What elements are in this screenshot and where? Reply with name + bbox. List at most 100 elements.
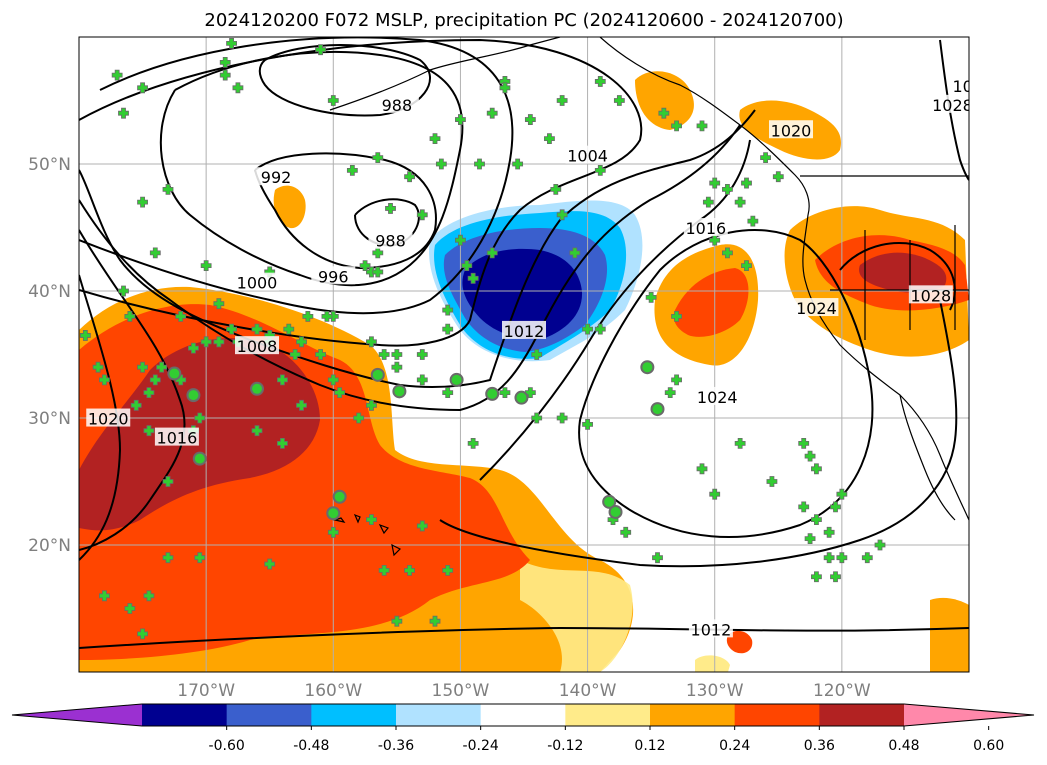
station-marker [861,552,873,564]
station-marker [378,565,390,576]
station-marker [277,374,288,386]
station-marker [734,196,746,208]
colorbar-tick-label: -0.24 [463,738,499,754]
grey-ring-marker [514,390,529,405]
station-marker [741,260,752,271]
station-marker [353,412,365,424]
station-marker [162,552,174,564]
station-marker [404,171,415,183]
isobar-label-bg [311,266,356,285]
coastline-us-west [802,214,969,521]
grey-ring-marker [650,402,665,417]
station-marker [594,164,606,176]
station-marker [645,291,657,303]
station-marker [137,196,148,208]
colorbar-tick-label: 0.60 [973,738,1004,754]
station-marker [531,349,543,360]
station-marker [823,552,835,564]
station-marker [137,82,148,94]
station-marker [378,349,390,360]
grey-ring-marker [332,489,347,504]
coastline-bc [739,124,810,216]
colorbar-extend-min [12,704,142,726]
isobar-996 [159,50,464,287]
station-marker [874,539,886,551]
isobar-label: 996 [318,267,349,286]
station-marker [442,323,454,335]
station-marker [277,438,288,449]
station-marker [836,552,848,564]
isobar-label: 1024 [697,388,738,407]
isobar-label-bg [86,408,131,427]
station-marker [372,152,384,164]
station-marker [811,514,822,525]
station-marker [544,133,555,144]
colorbar-tick-label: 0.48 [888,738,919,754]
station-marker [200,336,212,348]
station-marker [766,476,778,487]
latitude-tick-labels: 20°N 30°N 40°N 50°N [28,155,71,556]
colorbar-extend-max [904,704,1034,726]
station-marker [213,336,225,348]
station-marker [664,387,676,398]
colorbar-segment [396,704,482,726]
station-marker [702,196,714,208]
isobar-1012 [79,124,741,412]
grey-ring-marker [370,367,385,382]
station-marker [366,399,377,411]
station-marker [404,565,415,576]
station-marker [467,272,479,284]
colorbar-tick-label: -0.60 [209,738,245,754]
colorbar-outline [11,703,1035,727]
station-marker [296,336,307,348]
figure-title: 2024120200 F072 MSLP, precipitation PC (… [204,10,843,31]
station-marker [760,152,771,164]
isobar-label: 1024 [796,299,837,318]
station-marker [486,247,498,259]
station-marker [264,558,276,570]
station-marker [531,412,543,424]
station-marker [194,412,206,424]
station-marker [219,57,231,68]
station-marker [296,399,307,411]
precip-field-orange-alaska [273,185,306,229]
isobar-label: 1016 [157,429,198,448]
station-marker [435,158,447,170]
coastline-baja [899,394,956,521]
lon-tick-label: 140°W [559,681,617,701]
station-marker [652,552,663,564]
isobar-label-bg [154,427,199,446]
station-marker [251,425,263,437]
isobar-label-bg [930,94,969,113]
isobar-label-bg [688,619,733,638]
station-marker [315,349,326,360]
isobar-label: 1028 [910,286,951,305]
colorbar-tick-label: -0.36 [378,738,414,754]
station-marker [823,526,835,538]
isobar-label-bg [502,320,546,339]
station-marker [315,44,326,56]
hawaii-islands [332,513,402,557]
isobar-label-bg [769,120,813,139]
station-marker [175,311,187,322]
station-marker [143,387,155,398]
colorbar-segment [650,704,736,726]
station-marker [798,501,810,513]
station-marker [722,247,733,259]
colorbar-segment [480,704,566,726]
station-marker [811,571,822,583]
station-marker [327,95,339,106]
colorbar-tick-label: -0.48 [293,738,329,754]
isobar-label: 1020 [771,121,812,140]
colorbar-tick-label: 0.36 [804,738,835,754]
station-marker [346,164,358,176]
isobar-992 [254,152,437,270]
station-marker [118,107,129,119]
station-marker [722,184,733,195]
station-marker [467,438,479,449]
grey-ring-marker [608,504,623,519]
isobar-1032 [939,39,969,181]
isobar-label: 1028 [932,96,973,115]
colorbar-tick-label: 0.12 [634,738,665,754]
grey-ring-marker [250,381,264,396]
